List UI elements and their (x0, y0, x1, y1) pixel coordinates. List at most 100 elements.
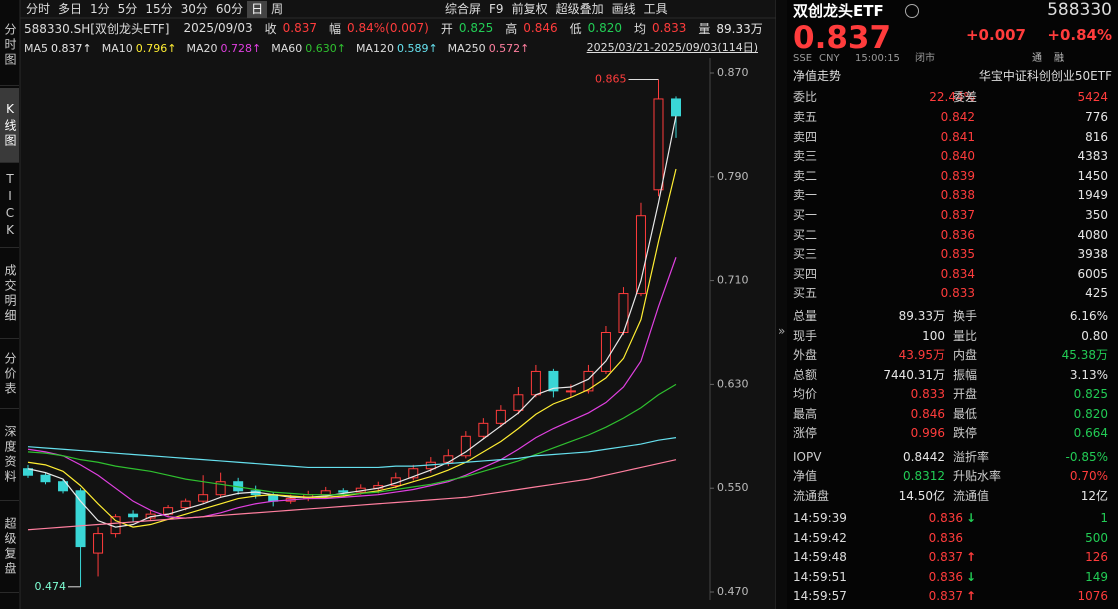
toolbar-button[interactable]: 多日 (58, 1, 83, 16)
trade-time: 14:59:57 (793, 589, 847, 603)
ma-entry: MA250 0.572↑ (448, 42, 530, 55)
info-label: 均 (633, 21, 646, 36)
ratio-label: 委比 (793, 90, 818, 104)
stat-value: 89.33万 (898, 309, 945, 323)
trade-price: 0.836 (928, 530, 963, 545)
info-bar: 588330.SH[双创龙头ETF] 2025/09/03 收 0.837 幅 0.84%… (24, 19, 763, 37)
book-volume: 350 (1085, 208, 1108, 222)
candle-body (513, 394, 524, 411)
toolbar-button[interactable]: 60分 (215, 1, 244, 16)
info-value: 0.833 (652, 21, 687, 35)
stat-value: 12亿 (1080, 488, 1108, 503)
symbol: 588330.SH[双创龙头ETF] (24, 21, 170, 36)
ma-name: MA250 (447, 41, 486, 55)
y-tick-label: 0.710 (717, 274, 749, 287)
trade-time: 14:59:51 (793, 569, 847, 584)
book-price: 0.838 (940, 188, 975, 202)
ma-line (27, 115, 677, 528)
trade-volume: 1 (1100, 511, 1108, 525)
ma-line (27, 383, 677, 496)
candle-body (600, 332, 611, 372)
trade-time: 14:59:42 (793, 530, 847, 545)
trade-price: 0.837 (928, 550, 963, 564)
candle-body (548, 370, 559, 392)
info-icon[interactable] (905, 4, 919, 18)
info-label: 开 (440, 21, 453, 36)
toolbar-button[interactable]: 1分 (90, 1, 110, 16)
trade-price: 0.836 (928, 569, 963, 584)
toolbar-button[interactable]: F9 (489, 1, 504, 16)
side-tab[interactable]: 分时图 (0, 5, 19, 86)
y-tick-label: 0.790 (717, 170, 749, 183)
toolbar-button[interactable]: 超级叠加 (555, 1, 604, 16)
high-label: 0.865 (595, 72, 627, 85)
candle-body (460, 435, 471, 457)
stat-value: 0.825 (1073, 387, 1108, 401)
y-tick-label: 0.550 (717, 481, 749, 494)
stat-label: 溢折率 (953, 449, 990, 464)
stat-label: 量比 (953, 328, 978, 343)
range-label: 2025/03/21-2025/09/03(114日) (586, 41, 758, 54)
info-value: 0.84%(0.007) (347, 21, 429, 35)
book-label: 买四 (793, 266, 818, 281)
nav-tab: 净值走势 (793, 69, 842, 83)
stat-value: 0.833 (910, 387, 945, 401)
stock-code: 588330 (1047, 0, 1112, 20)
collapse-arrow[interactable]: » (778, 324, 786, 338)
ma-value: 0.728↑ (220, 41, 262, 55)
y-tick-label: 0.630 (717, 377, 749, 390)
candle-body (40, 474, 51, 483)
stat-value: 0.996 (910, 426, 945, 440)
toolbar-button[interactable]: 日 (247, 0, 268, 18)
stat-label: 最高 (793, 406, 818, 421)
toolbar-button[interactable]: 15分 (145, 1, 173, 16)
candle-body (75, 490, 86, 548)
stat-label: IOPV (793, 449, 822, 464)
side-tab[interactable]: 分价表 (0, 340, 19, 409)
toolbar-button[interactable]: 画线 (611, 1, 636, 16)
side-tab[interactable]: 深度资料 (0, 410, 19, 501)
toolbar-button[interactable]: 5分 (117, 1, 138, 16)
candle-body (408, 468, 419, 479)
stat-value: 0.80 (1081, 328, 1108, 343)
toolbar-button[interactable]: 分时 (26, 1, 51, 16)
toolbar-button[interactable]: 前复权 (511, 1, 548, 16)
ma-line (27, 437, 677, 469)
book-volume: 4383 (1077, 149, 1108, 163)
stat-value: 6.16% (1069, 309, 1108, 323)
info-label: 高 (505, 21, 518, 36)
candle-body (443, 455, 454, 463)
side-tab[interactable]: 超级复盘 (0, 502, 19, 593)
side-tab[interactable]: TICK (0, 165, 19, 248)
stat-value: -0.85% (1065, 449, 1108, 464)
candle-body (110, 516, 121, 535)
side-tab[interactable]: 成交明细 (0, 250, 19, 339)
stat-value: 14.50亿 (898, 488, 945, 503)
stat-label: 换手 (953, 309, 978, 323)
side-tab[interactable]: K线图 (0, 88, 19, 163)
toolbar-right: 综合屏 F9 前复权 超级叠加 画线 工具 (441, 0, 672, 18)
toolbar-button[interactable]: 30分 (180, 1, 208, 16)
trade-volume: 500 (1085, 530, 1108, 545)
candle-body (495, 409, 506, 424)
kline-chart: 0.870 0.790 0.710 0.630 0.550 0.470 0.865 0.474 (19, 0, 776, 609)
trade-volume: 149 (1085, 569, 1108, 584)
ma-line (27, 168, 677, 528)
toolbar-button[interactable]: 综合屏 (445, 1, 482, 16)
stock-name: 双创龙头ETF (793, 2, 884, 20)
stat-label: 振幅 (953, 367, 978, 382)
trade-arrow: ↑ (965, 589, 976, 603)
toolbar-button[interactable]: 周 (271, 1, 284, 16)
stat-label: 总额 (793, 367, 818, 382)
y-tick-label: 0.470 (717, 585, 749, 598)
quote-panel: 双创龙头ETF 588330 0.837 +0.007 +0.84% SSE CNY 15:0… (787, 0, 1118, 609)
ratio-value: 5424 (1077, 90, 1108, 104)
book-volume: 776 (1085, 110, 1108, 124)
ma-value: 0.589↑ (396, 41, 438, 55)
info-label: 量 (698, 21, 711, 36)
toolbar-button[interactable]: 工具 (643, 1, 668, 16)
book-price: 0.841 (940, 129, 975, 144)
book-label: 卖一 (793, 188, 818, 202)
trade-price: 0.837 (928, 589, 963, 603)
fund-name: 华宝中证科创创业50ETF (978, 69, 1112, 83)
